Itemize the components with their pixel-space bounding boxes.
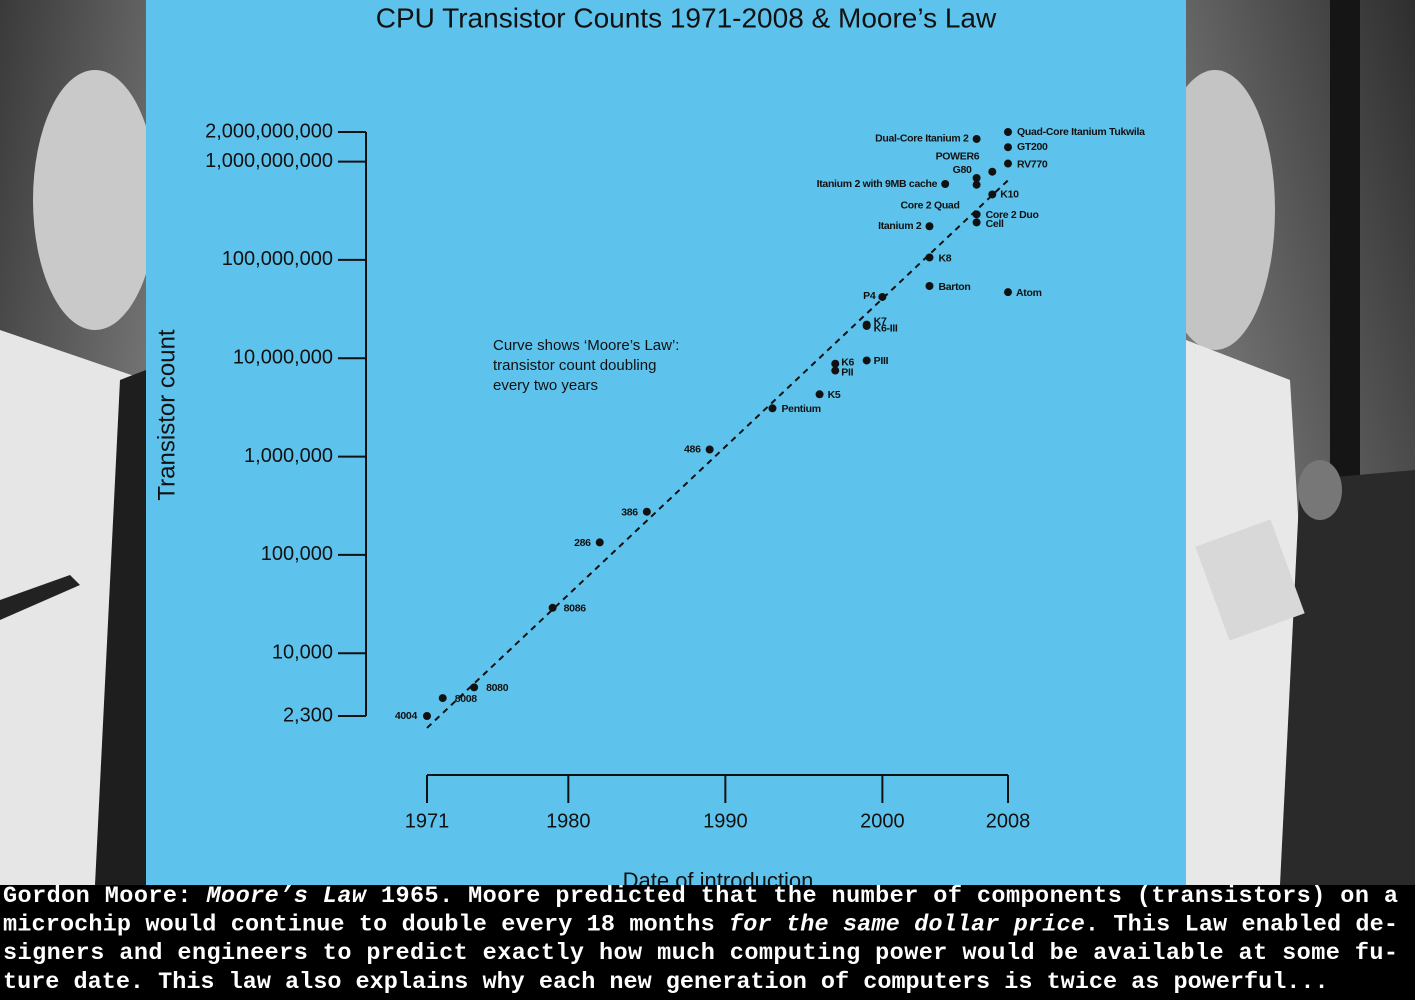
point-label: Quad-Core Itanium Tukwila (1017, 126, 1145, 138)
caption-bar (0, 885, 1415, 1000)
data-point (925, 282, 934, 291)
x-tick-label: 1990 (703, 810, 748, 832)
trend-line (426, 179, 1009, 729)
data-point (1004, 288, 1012, 297)
point-label: Itanium 2 with 9MB cache (817, 178, 938, 190)
photo-left (0, 0, 157, 885)
point-label: Cell (986, 218, 1004, 230)
data-point (878, 292, 887, 301)
point-label: PII (841, 366, 853, 378)
y-tick-label: 1,000,000,000 (205, 150, 333, 172)
point-label: Itanium 2 (878, 220, 922, 232)
data-point (972, 134, 981, 143)
point-label: 8008 (455, 693, 478, 705)
caption-italic: Moore’s Law (205, 883, 367, 910)
chart-title: CPU Transistor Counts 1971-2008 & Moore’… (376, 2, 997, 33)
data-point (595, 538, 604, 547)
data-point (705, 445, 714, 454)
point-label: Core 2 Quad (900, 199, 959, 211)
caption-text: 1965. Moore predicted that the number of… (366, 883, 1398, 910)
point-label: 386 (621, 506, 638, 518)
x-tick-label: 1971 (405, 810, 450, 832)
data-point (438, 694, 447, 703)
annotation: transistor count doubling (493, 357, 656, 374)
point-label: Dual-Core Itanium 2 (875, 133, 969, 145)
point-label: K5 (828, 389, 841, 401)
point-label: K10 (1000, 188, 1019, 200)
point-label: 8080 (486, 682, 509, 694)
caption-text: Gordon Moore: (3, 883, 206, 910)
caption-line: signers and engineers to predict exactly… (3, 940, 1398, 967)
data-point (470, 683, 479, 692)
caption-text: microchip would continue to double every… (3, 912, 729, 939)
caption-line: microchip would continue to double every… (3, 912, 1398, 939)
x-tick-label: 2008 (986, 810, 1031, 832)
point-label: 286 (574, 537, 591, 549)
data-point (831, 366, 840, 375)
caption-line: ture date. This law also explains why ea… (3, 969, 1329, 996)
point-label: G80 (953, 164, 972, 176)
point-label: RV770 (1017, 158, 1048, 170)
data-point (642, 507, 651, 516)
data-point (423, 712, 431, 720)
y-axis-label: Transistor count (153, 329, 180, 501)
data-point (1004, 128, 1012, 136)
point-label: 4004 (395, 710, 418, 722)
point-label: Core 2 Duo (986, 209, 1039, 221)
data-point (768, 404, 777, 413)
point-label: POWER6 (936, 151, 980, 163)
x-tick-label: 1980 (546, 810, 591, 832)
data-point (988, 190, 997, 199)
data-point (925, 222, 934, 231)
y-tick-label: 10,000,000 (233, 347, 333, 369)
annotation: Curve shows ‘Moore’s Law’: (493, 337, 679, 354)
point-label: Pentium (781, 403, 820, 415)
photo-right (1155, 0, 1415, 885)
x-tick-label: 2000 (860, 810, 905, 832)
data-point (815, 390, 824, 399)
caption-italic: for the same dollar price (729, 912, 1085, 939)
y-tick-label: 100,000 (261, 543, 333, 565)
data-point (862, 321, 871, 330)
data-point (548, 603, 557, 612)
data-point (972, 174, 981, 183)
data-point (1004, 143, 1012, 152)
data-point (972, 210, 981, 219)
point-label: K7 (874, 315, 887, 327)
caption-line: Gordon Moore: Moore’s Law 1965. Moore pr… (3, 883, 1398, 910)
data-point (831, 359, 840, 368)
y-tick-label: 100,000,000 (222, 248, 333, 270)
data-point (941, 179, 950, 188)
caption-text: signers and engineers to predict exactly… (3, 940, 1398, 967)
data-point (862, 356, 871, 365)
y-tick-label: 2,000,000,000 (205, 120, 333, 142)
data-point (972, 218, 981, 227)
point-label: GT200 (1017, 141, 1048, 153)
point-label: PIII (874, 355, 889, 367)
point-label: K6-III (874, 323, 898, 335)
point-label: Barton (938, 281, 970, 293)
y-tick-label: 1,000,000 (244, 445, 333, 467)
point-label: 486 (684, 443, 701, 455)
chart-panel (146, 0, 1186, 885)
caption-text: . This Law enabled de- (1085, 912, 1398, 939)
annotation: every two years (493, 377, 598, 394)
point-label: K6 (841, 356, 854, 368)
data-point (972, 180, 981, 189)
point-label: P4 (863, 290, 876, 302)
y-tick-label: 10,000 (272, 642, 333, 664)
y-tick-label: 2,300 (283, 704, 333, 726)
point-label: Atom (1016, 287, 1042, 299)
point-label: 8086 (564, 603, 587, 615)
data-point (988, 167, 997, 176)
data-point (1004, 159, 1012, 168)
data-point (925, 253, 934, 262)
caption-text: ture date. This law also explains why ea… (3, 969, 1329, 996)
point-label: K8 (938, 252, 951, 264)
